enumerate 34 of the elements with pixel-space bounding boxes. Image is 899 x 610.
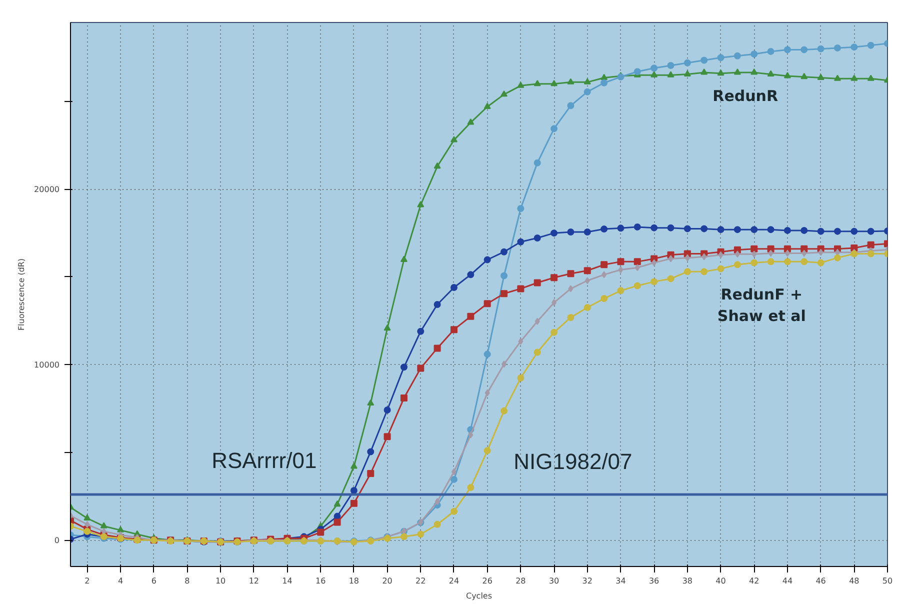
x-tick-label: 12 xyxy=(248,576,260,586)
x-tick-label: 34 xyxy=(616,576,626,586)
annotation: RedunF + Shaw et al xyxy=(717,286,806,326)
x-tick-label: 24 xyxy=(448,576,460,586)
x-tick-label: 40 xyxy=(716,576,726,586)
x-tick-label: 6 xyxy=(151,576,156,586)
annotation: RedunR xyxy=(712,86,778,105)
x-tick-label: 22 xyxy=(416,576,426,586)
x-tick-label: 42 xyxy=(749,576,760,586)
y-tick-label: 0 xyxy=(54,536,60,546)
x-tick-label: 38 xyxy=(682,576,693,586)
x-tick-label: 30 xyxy=(548,576,560,586)
x-tick-label: 18 xyxy=(348,576,360,586)
x-tick-label: 32 xyxy=(582,576,592,586)
x-tick-label: 28 xyxy=(516,576,526,586)
x-tick-label: 44 xyxy=(782,576,793,586)
x-tick-label: 20 xyxy=(382,576,392,586)
x-tick-label: 36 xyxy=(648,576,660,586)
x-tick-label: 16 xyxy=(316,576,326,586)
x-tick-label: 4 xyxy=(118,576,124,586)
x-tick-label: 50 xyxy=(882,576,893,586)
annotation: NIG1982/07 xyxy=(514,449,632,474)
y-tick-label: 10000 xyxy=(34,360,60,370)
x-tick-label: 48 xyxy=(849,576,860,586)
y-tick-label: 20000 xyxy=(34,185,60,194)
y-axis-title: Fluorescence (dR) xyxy=(17,258,26,331)
x-tick-label: 14 xyxy=(282,576,292,586)
x-tick-label: 8 xyxy=(184,576,190,586)
x-tick-label: 46 xyxy=(816,576,826,586)
x-tick-label: 10 xyxy=(215,576,226,586)
annotation: RSArrrr/01 xyxy=(212,448,317,473)
x-tick-label: 26 xyxy=(482,576,492,586)
x-axis-title: Cycles xyxy=(466,592,492,600)
x-tick-label: 2 xyxy=(84,576,90,586)
